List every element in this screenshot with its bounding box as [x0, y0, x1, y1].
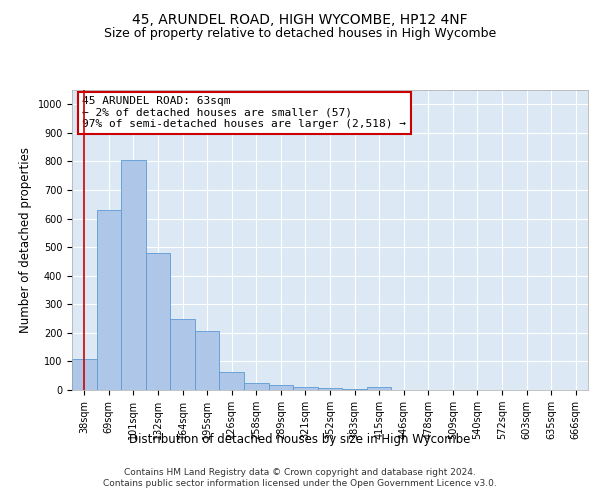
Bar — [195, 332, 220, 390]
Bar — [244, 383, 269, 390]
Text: Size of property relative to detached houses in High Wycombe: Size of property relative to detached ho… — [104, 28, 496, 40]
Bar — [97, 210, 121, 390]
Bar — [170, 319, 195, 390]
Bar — [269, 385, 293, 390]
Y-axis label: Number of detached properties: Number of detached properties — [19, 147, 32, 333]
Text: Distribution of detached houses by size in High Wycombe: Distribution of detached houses by size … — [130, 432, 470, 446]
Bar — [367, 387, 391, 390]
Text: 45 ARUNDEL ROAD: 63sqm
← 2% of detached houses are smaller (57)
97% of semi-deta: 45 ARUNDEL ROAD: 63sqm ← 2% of detached … — [82, 96, 406, 129]
Bar — [146, 253, 170, 390]
Text: Contains HM Land Registry data © Crown copyright and database right 2024.
Contai: Contains HM Land Registry data © Crown c… — [103, 468, 497, 487]
Bar — [318, 388, 342, 390]
Bar — [121, 160, 146, 390]
Bar — [293, 386, 318, 390]
Bar — [220, 372, 244, 390]
Bar — [342, 388, 367, 390]
Text: 45, ARUNDEL ROAD, HIGH WYCOMBE, HP12 4NF: 45, ARUNDEL ROAD, HIGH WYCOMBE, HP12 4NF — [132, 12, 468, 26]
Bar — [72, 359, 97, 390]
